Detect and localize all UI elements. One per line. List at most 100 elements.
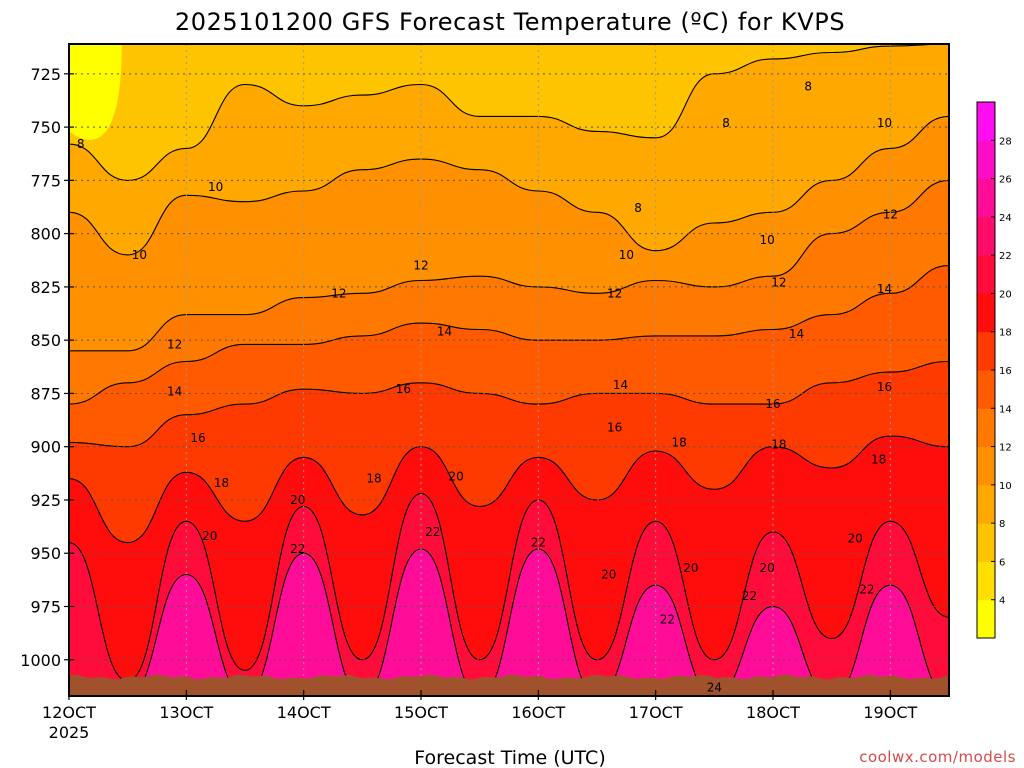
colorbar-swatch [977,178,995,218]
isotherm-line-18 [69,435,949,544]
contour-label: 10 [208,180,223,194]
colorbar-swatch [977,561,995,601]
contour-label: 12 [331,286,346,300]
contour-label: 24 [707,680,722,694]
colorbar-label: 6 [999,557,1005,568]
x-tick-label: 17OCT [629,703,683,722]
y-tick-label: 1000 [20,651,61,670]
contour-label: 14 [437,325,452,339]
x-tick-label: 13OCT [159,703,213,722]
contour-label: 22 [742,589,757,603]
contour-label: 8 [634,201,642,215]
contour-label: 14 [877,282,892,296]
colorbar-swatch [977,599,995,639]
y-tick-label: 725 [30,65,61,84]
colorbar-swatch [977,216,995,256]
contour-label: 20 [759,561,774,575]
y-tick-label: 975 [30,598,61,617]
colorbar-swatch [977,293,995,333]
contour-label: 22 [531,536,546,550]
contour-label: 20 [290,493,305,507]
isotherm-line-14 [69,265,949,405]
chart-title: 2025101200 GFS Forecast Temperature (ºC)… [175,8,845,36]
colorbar-swatch [977,446,995,486]
contour-label: 14 [613,378,628,392]
fill-coldest-patch [69,44,122,140]
contour-label: 16 [190,431,205,445]
colorbar-label: 18 [999,328,1012,339]
colorbar-label: 24 [999,213,1012,224]
contour-label: 10 [619,248,634,262]
isotherm-line-16 [69,360,949,448]
colorbar-label: 8 [999,519,1005,530]
colorbar-swatch [977,484,995,524]
contour-label: 16 [877,380,892,394]
y-axis: 725 750 775 800 825 850 875 900 925 950 975 1000 [20,65,74,670]
isotherm-line-8 [69,44,949,181]
x-axis-label: Forecast Time (UTC) [414,747,605,768]
contour-label: 20 [683,561,698,575]
contour-label: 18 [671,435,686,449]
contour-label: 20 [847,531,862,545]
contour-label: 22 [859,582,874,596]
contour-label: 18 [214,476,229,490]
x-tick-label: 12OCT [42,703,96,722]
colorbar-label: 10 [999,481,1012,492]
temperature-fill-layers [69,44,949,696]
contour-label: 18 [366,472,381,486]
contour-label: 12 [413,259,428,273]
contour-label: 8 [804,80,812,94]
contour-label: 8 [722,116,730,130]
contour-label: 12 [771,276,786,290]
contour-label: 20 [449,470,464,484]
y-tick-label: 925 [30,491,61,510]
colorbar-swatch [977,255,995,294]
x-tick-label: 14OCT [277,703,331,722]
terrain-surface [69,674,949,696]
colorbar-label: 12 [999,443,1012,454]
contour-label: 18 [871,452,886,466]
x-tick-label: 15OCT [394,703,448,722]
colorbar-label: 26 [999,175,1012,186]
contour-label: 16 [607,421,622,435]
y-tick-label: 775 [30,171,61,190]
contour-label: 10 [759,233,774,247]
y-tick-label: 850 [30,331,61,350]
colorbar-label: 20 [999,289,1012,300]
contour-label: 12 [167,337,182,351]
colorbar-swatch [977,140,995,180]
contour-label: 18 [771,438,786,452]
colorbar-swatch [977,523,995,562]
y-tick-label: 875 [30,384,61,403]
isotherm-line-10 [69,115,949,256]
y-tick-label: 900 [30,438,61,457]
contour-label: 14 [789,327,804,341]
contour-label: 8 [77,137,85,151]
contour-label: 16 [765,397,780,411]
colorbar-swatch [977,370,995,409]
y-tick-label: 825 [30,278,61,297]
contour-label: 10 [877,116,892,130]
colorbar-label: 14 [999,404,1012,415]
contour-label: 12 [607,286,622,300]
contour-label: 16 [396,382,411,396]
colorbar-label: 28 [999,136,1012,147]
isotherm-lines [69,44,949,696]
credit-link[interactable]: coolwx.com/models [859,748,1016,766]
contour-label: 20 [601,568,616,582]
contour-label: 20 [202,529,217,543]
x-tick-sublabel: 2025 [49,723,90,742]
y-tick-label: 800 [30,225,61,244]
colorbar-label: 22 [999,251,1012,262]
x-tick-label: 19OCT [863,703,917,722]
fill-below-8 [69,44,949,181]
isotherm-line-12 [69,179,949,352]
contour-label: 14 [167,384,182,398]
contour-label: 12 [883,207,898,221]
x-tick-label: 18OCT [746,703,800,722]
colorbar-swatch [977,331,995,371]
colorbar-label: 4 [999,596,1005,607]
